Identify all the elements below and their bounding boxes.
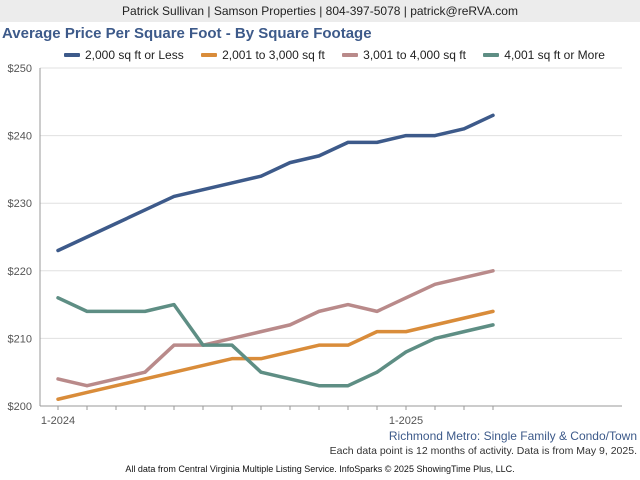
data-point-series-1: [143, 208, 147, 212]
data-point-series-3: [346, 303, 350, 307]
region-note: Richmond Metro: Single Family & Condo/To…: [388, 429, 637, 443]
data-point-series-3: [114, 377, 118, 381]
activity-note: Each data point is 12 months of activity…: [329, 445, 637, 457]
data-point-series-2: [230, 357, 234, 361]
data-point-series-2: [288, 350, 292, 354]
data-point-series-4: [491, 323, 495, 327]
data-point-series-2: [172, 370, 176, 374]
data-point-series-4: [259, 370, 263, 374]
legend-swatch-series-3: [342, 53, 359, 57]
data-point-series-2: [404, 330, 408, 334]
series-line-1: [56, 113, 495, 253]
legend-item-series-4[interactable]: 4,001 sq ft or More: [483, 48, 605, 62]
data-point-series-1: [288, 161, 292, 165]
data-point-series-1: [56, 249, 60, 253]
data-point-series-2: [375, 330, 379, 334]
data-point-series-3: [404, 296, 408, 300]
data-point-series-3: [375, 309, 379, 313]
data-point-series-4: [172, 303, 176, 307]
data-point-series-1: [230, 181, 234, 185]
data-point-series-3: [172, 343, 176, 347]
data-point-series-2: [317, 343, 321, 347]
contact-header: Patrick Sullivan | Samson Properties | 8…: [0, 0, 640, 22]
x-tick-label: 1-2024: [41, 415, 75, 427]
chart-title: Average Price Per Square Foot - By Squar…: [2, 25, 372, 42]
data-point-series-3: [433, 282, 437, 286]
legend-label-series-1: 2,000 sq ft or Less: [85, 48, 184, 62]
data-point-series-3: [288, 323, 292, 327]
data-point-series-1: [114, 221, 118, 225]
data-point-series-3: [491, 269, 495, 273]
legend-item-series-2[interactable]: 2,001 to 3,000 sq ft: [201, 48, 325, 62]
data-point-series-4: [85, 309, 89, 313]
data-point-series-3: [230, 336, 234, 340]
data-point-series-4: [375, 370, 379, 374]
data-point-series-2: [491, 309, 495, 313]
legend-swatch-series-1: [64, 53, 80, 57]
axes: $200 $210 $220 $230 $240 $250 1-2024 1-2025: [8, 63, 494, 427]
legend-swatch-series-4: [483, 53, 500, 57]
data-point-series-4: [143, 309, 147, 313]
data-point-series-2: [433, 323, 437, 327]
chart-legend: 2,000 sq ft or Less 2,001 to 3,000 sq ft…: [64, 46, 619, 62]
series-line-2: [56, 309, 495, 401]
data-point-series-1: [462, 127, 466, 131]
data-point-series-2: [85, 390, 89, 394]
data-point-series-2: [143, 377, 147, 381]
data-point-series-2: [201, 363, 205, 367]
data-point-series-4: [230, 343, 234, 347]
data-point-series-4: [433, 336, 437, 340]
data-point-series-3: [259, 330, 263, 334]
y-tick-label: $250: [8, 63, 32, 75]
series-line-3: [56, 269, 495, 388]
data-point-series-1: [259, 174, 263, 178]
legend-swatch-series-2: [201, 53, 218, 57]
y-tick-label: $240: [8, 131, 32, 143]
source-note: All data from Central Virginia Multiple …: [125, 464, 515, 474]
data-point-series-1: [317, 154, 321, 158]
legend-item-series-1[interactable]: 2,000 sq ft or Less: [64, 48, 184, 62]
data-point-series-1: [491, 113, 495, 117]
data-point-series-2: [346, 343, 350, 347]
data-point-series-1: [375, 140, 379, 144]
legend-item-series-3[interactable]: 3,001 to 4,000 sq ft: [342, 48, 466, 62]
data-point-series-1: [346, 140, 350, 144]
legend-label-series-2: 2,001 to 3,000 sq ft: [222, 48, 325, 62]
data-point-series-1: [201, 188, 205, 192]
legend-label-series-4: 4,001 sq ft or More: [504, 48, 605, 62]
data-point-series-2: [259, 357, 263, 361]
series-lines: [56, 113, 495, 401]
data-point-series-1: [85, 235, 89, 239]
data-point-series-4: [462, 330, 466, 334]
data-point-series-4: [317, 384, 321, 388]
x-tick-label: 1-2025: [389, 415, 423, 427]
grid-lines: [40, 67, 622, 407]
data-point-series-2: [56, 397, 60, 401]
contact-text: Patrick Sullivan | Samson Properties | 8…: [122, 4, 518, 18]
data-point-series-3: [143, 370, 147, 374]
data-point-series-1: [433, 134, 437, 138]
y-tick-label: $230: [8, 198, 32, 210]
data-point-series-1: [172, 194, 176, 198]
data-point-series-4: [114, 309, 118, 313]
legend-label-series-3: 3,001 to 4,000 sq ft: [363, 48, 466, 62]
data-point-series-4: [346, 384, 350, 388]
data-point-series-2: [462, 316, 466, 320]
data-point-series-3: [85, 384, 89, 388]
data-point-series-2: [114, 384, 118, 388]
data-point-series-4: [56, 296, 60, 300]
y-tick-label: $220: [8, 266, 32, 278]
data-point-series-3: [56, 377, 60, 381]
data-point-series-3: [462, 276, 466, 280]
data-point-series-4: [201, 343, 205, 347]
data-point-series-1: [404, 134, 408, 138]
data-point-series-4: [404, 350, 408, 354]
series-line-4: [56, 296, 495, 388]
data-point-series-3: [317, 309, 321, 313]
y-tick-label: $210: [8, 333, 32, 345]
data-point-series-4: [288, 377, 292, 381]
y-tick-label: $200: [8, 401, 32, 413]
